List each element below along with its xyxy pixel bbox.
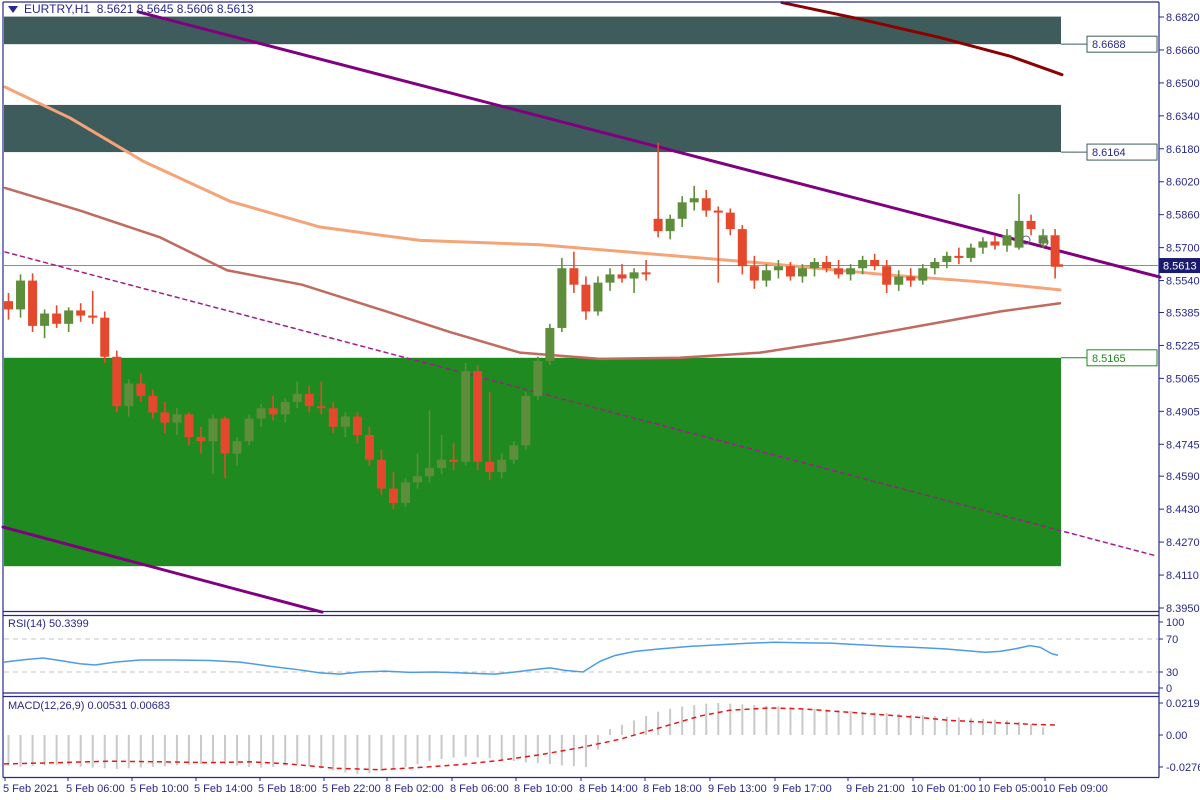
svg-text:0.00: 0.00	[1166, 730, 1187, 742]
price-axis: 8.6820 8.6660 8.6500 8.6340 8.6180 8.6020 8.58…	[1159, 12, 1200, 615]
svg-text:8 Feb 10:00: 8 Feb 10:00	[514, 783, 573, 795]
svg-text:8.6820: 8.6820	[1166, 12, 1200, 24]
svg-text:10 Feb 05:00: 10 Feb 05:00	[978, 783, 1043, 795]
svg-text:10 Feb 09:00: 10 Feb 09:00	[1043, 783, 1108, 795]
ohlc-quotes-label: 8.5621 8.5645 8.5606 8.5613	[96, 2, 254, 16]
svg-text:9 Feb 13:00: 9 Feb 13:00	[708, 783, 767, 795]
trend-lines	[1, 1, 1162, 614]
svg-text:0.02194: 0.02194	[1166, 698, 1200, 710]
svg-text:8.5165: 8.5165	[1092, 353, 1126, 365]
svg-text:8.6164: 8.6164	[1092, 147, 1126, 159]
macd-indicator-label: MACD(12,26,9) 0.00531 0.00683	[8, 700, 171, 712]
svg-text:8 Feb 06:00: 8 Feb 06:00	[450, 783, 509, 795]
candlesticks	[4, 142, 1060, 510]
svg-text:8 Feb 14:00: 8 Feb 14:00	[579, 783, 638, 795]
svg-text:5 Feb 06:00: 5 Feb 06:00	[66, 783, 125, 795]
level-labels: 8.6688 8.6164 8.5165	[1061, 35, 1158, 367]
collapse-triangle-icon[interactable]	[8, 6, 18, 13]
svg-text:5 Feb 2021: 5 Feb 2021	[3, 783, 59, 795]
object-circle-marker	[1039, 237, 1049, 247]
svg-text:8 Feb 02:00: 8 Feb 02:00	[385, 783, 444, 795]
svg-text:5 Feb 10:00: 5 Feb 10:00	[130, 783, 189, 795]
svg-text:8.5700: 8.5700	[1166, 243, 1200, 255]
svg-text:5 Feb 18:00: 5 Feb 18:00	[258, 783, 317, 795]
symbol-period-label: EURTRY,H1	[24, 2, 91, 16]
time-axis: 5 Feb 2021 5 Feb 06:00 5 Feb 10:00 5 Feb 14…	[3, 777, 1108, 795]
panel-borders	[2, 1, 1160, 779]
svg-text:0: 0	[1166, 683, 1172, 695]
macd-panel: 0.02194 0.00 -0.02766	[3, 698, 1200, 775]
svg-text:100: 100	[1166, 617, 1184, 629]
svg-text:5 Feb 22:00: 5 Feb 22:00	[322, 783, 381, 795]
svg-text:8.5860: 8.5860	[1166, 210, 1200, 222]
svg-text:-0.02766: -0.02766	[1166, 762, 1200, 774]
svg-text:8.6500: 8.6500	[1166, 78, 1200, 90]
svg-text:8.6180: 8.6180	[1166, 144, 1200, 156]
rsi-indicator-label: RSI(14) 50.3399	[8, 618, 89, 630]
svg-text:30: 30	[1166, 667, 1178, 679]
svg-text:9 Feb 21:00: 9 Feb 21:00	[846, 783, 905, 795]
svg-text:8.6660: 8.6660	[1166, 45, 1200, 57]
svg-text:8.4110: 8.4110	[1166, 570, 1199, 582]
svg-text:8.5225: 8.5225	[1166, 340, 1200, 352]
svg-text:10 Feb 01:00: 10 Feb 01:00	[911, 783, 976, 795]
svg-text:8.3950: 8.3950	[1166, 603, 1200, 615]
price-zones	[4, 16, 1061, 567]
svg-text:8 Feb 18:00: 8 Feb 18:00	[643, 783, 702, 795]
level-price-box	[1086, 35, 1158, 53]
chart-title: EURTRY,H1 8.5621 8.5645 8.5606 8.5613	[8, 2, 254, 16]
svg-text:8.4905: 8.4905	[1166, 406, 1200, 418]
svg-text:8.5385: 8.5385	[1166, 307, 1200, 319]
level-price-box	[1086, 349, 1158, 367]
svg-text:8.5613: 8.5613	[1163, 261, 1197, 273]
level-price-box	[1086, 143, 1158, 161]
svg-text:8.4590: 8.4590	[1166, 471, 1200, 483]
svg-text:8.4270: 8.4270	[1166, 537, 1200, 549]
svg-text:9 Feb 17:00: 9 Feb 17:00	[773, 783, 832, 795]
svg-text:5 Feb 14:00: 5 Feb 14:00	[194, 783, 253, 795]
svg-text:70: 70	[1166, 634, 1178, 646]
svg-text:8.6020: 8.6020	[1166, 177, 1200, 189]
svg-text:8.5540: 8.5540	[1166, 276, 1200, 288]
current-price-tag	[1159, 258, 1200, 274]
chart-markers	[1021, 235, 1063, 267]
rsi-panel: 100 70 30 0	[3, 617, 1184, 695]
object-circle-marker	[1021, 235, 1031, 245]
svg-text:8.5065: 8.5065	[1166, 373, 1200, 385]
rsi-line	[3, 641, 1059, 675]
svg-text:8.4745: 8.4745	[1166, 439, 1200, 451]
svg-text:8.4430: 8.4430	[1166, 504, 1200, 516]
svg-text:8.6688: 8.6688	[1092, 39, 1126, 51]
svg-text:8.6340: 8.6340	[1166, 111, 1200, 123]
macd-signal-line	[3, 707, 1059, 771]
